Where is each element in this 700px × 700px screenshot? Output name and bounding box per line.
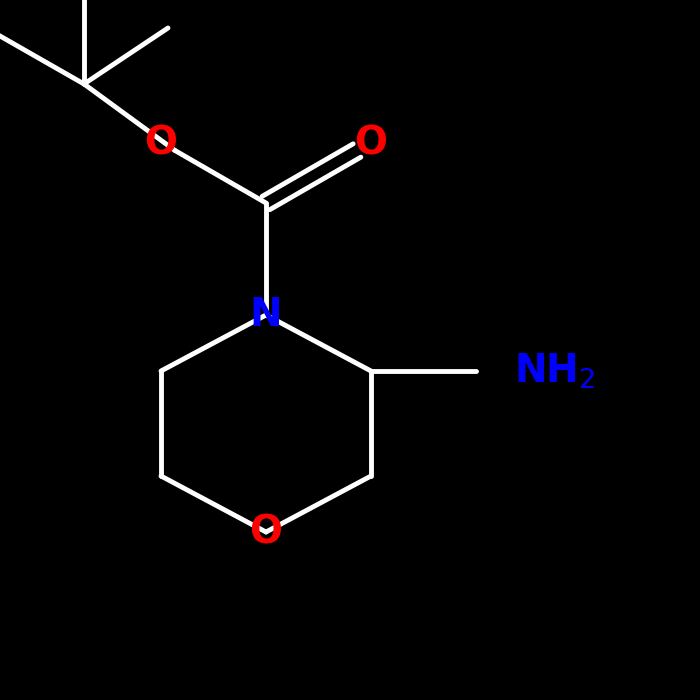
Text: O: O xyxy=(354,125,388,162)
Text: O: O xyxy=(144,125,178,162)
Text: N: N xyxy=(250,296,282,334)
Text: NH$_2$: NH$_2$ xyxy=(514,351,596,391)
Text: O: O xyxy=(249,513,283,551)
